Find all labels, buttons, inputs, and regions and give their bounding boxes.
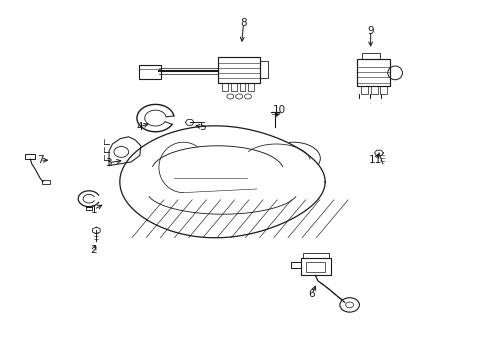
Bar xyxy=(41,180,50,184)
Bar xyxy=(300,258,330,275)
Text: 3: 3 xyxy=(105,158,112,168)
Bar xyxy=(380,86,386,94)
Text: 5: 5 xyxy=(199,122,206,132)
Bar xyxy=(303,253,328,258)
Text: 9: 9 xyxy=(366,26,373,36)
Bar xyxy=(305,262,325,272)
Bar xyxy=(248,83,254,91)
Bar xyxy=(218,57,259,83)
Bar xyxy=(356,59,389,86)
Bar xyxy=(25,154,35,159)
Bar xyxy=(259,61,268,78)
Text: 10: 10 xyxy=(273,105,285,115)
Bar xyxy=(370,86,377,94)
Bar xyxy=(139,66,161,79)
Text: 4: 4 xyxy=(136,122,142,132)
Bar xyxy=(222,83,227,91)
Bar xyxy=(239,83,245,91)
Text: 6: 6 xyxy=(308,289,315,300)
Bar xyxy=(360,86,367,94)
Text: 2: 2 xyxy=(90,245,97,255)
Bar xyxy=(361,53,380,59)
Bar xyxy=(230,83,236,91)
Text: 7: 7 xyxy=(37,155,43,165)
Text: 8: 8 xyxy=(240,18,246,28)
Text: 1: 1 xyxy=(90,204,97,215)
Text: 11: 11 xyxy=(368,155,382,165)
